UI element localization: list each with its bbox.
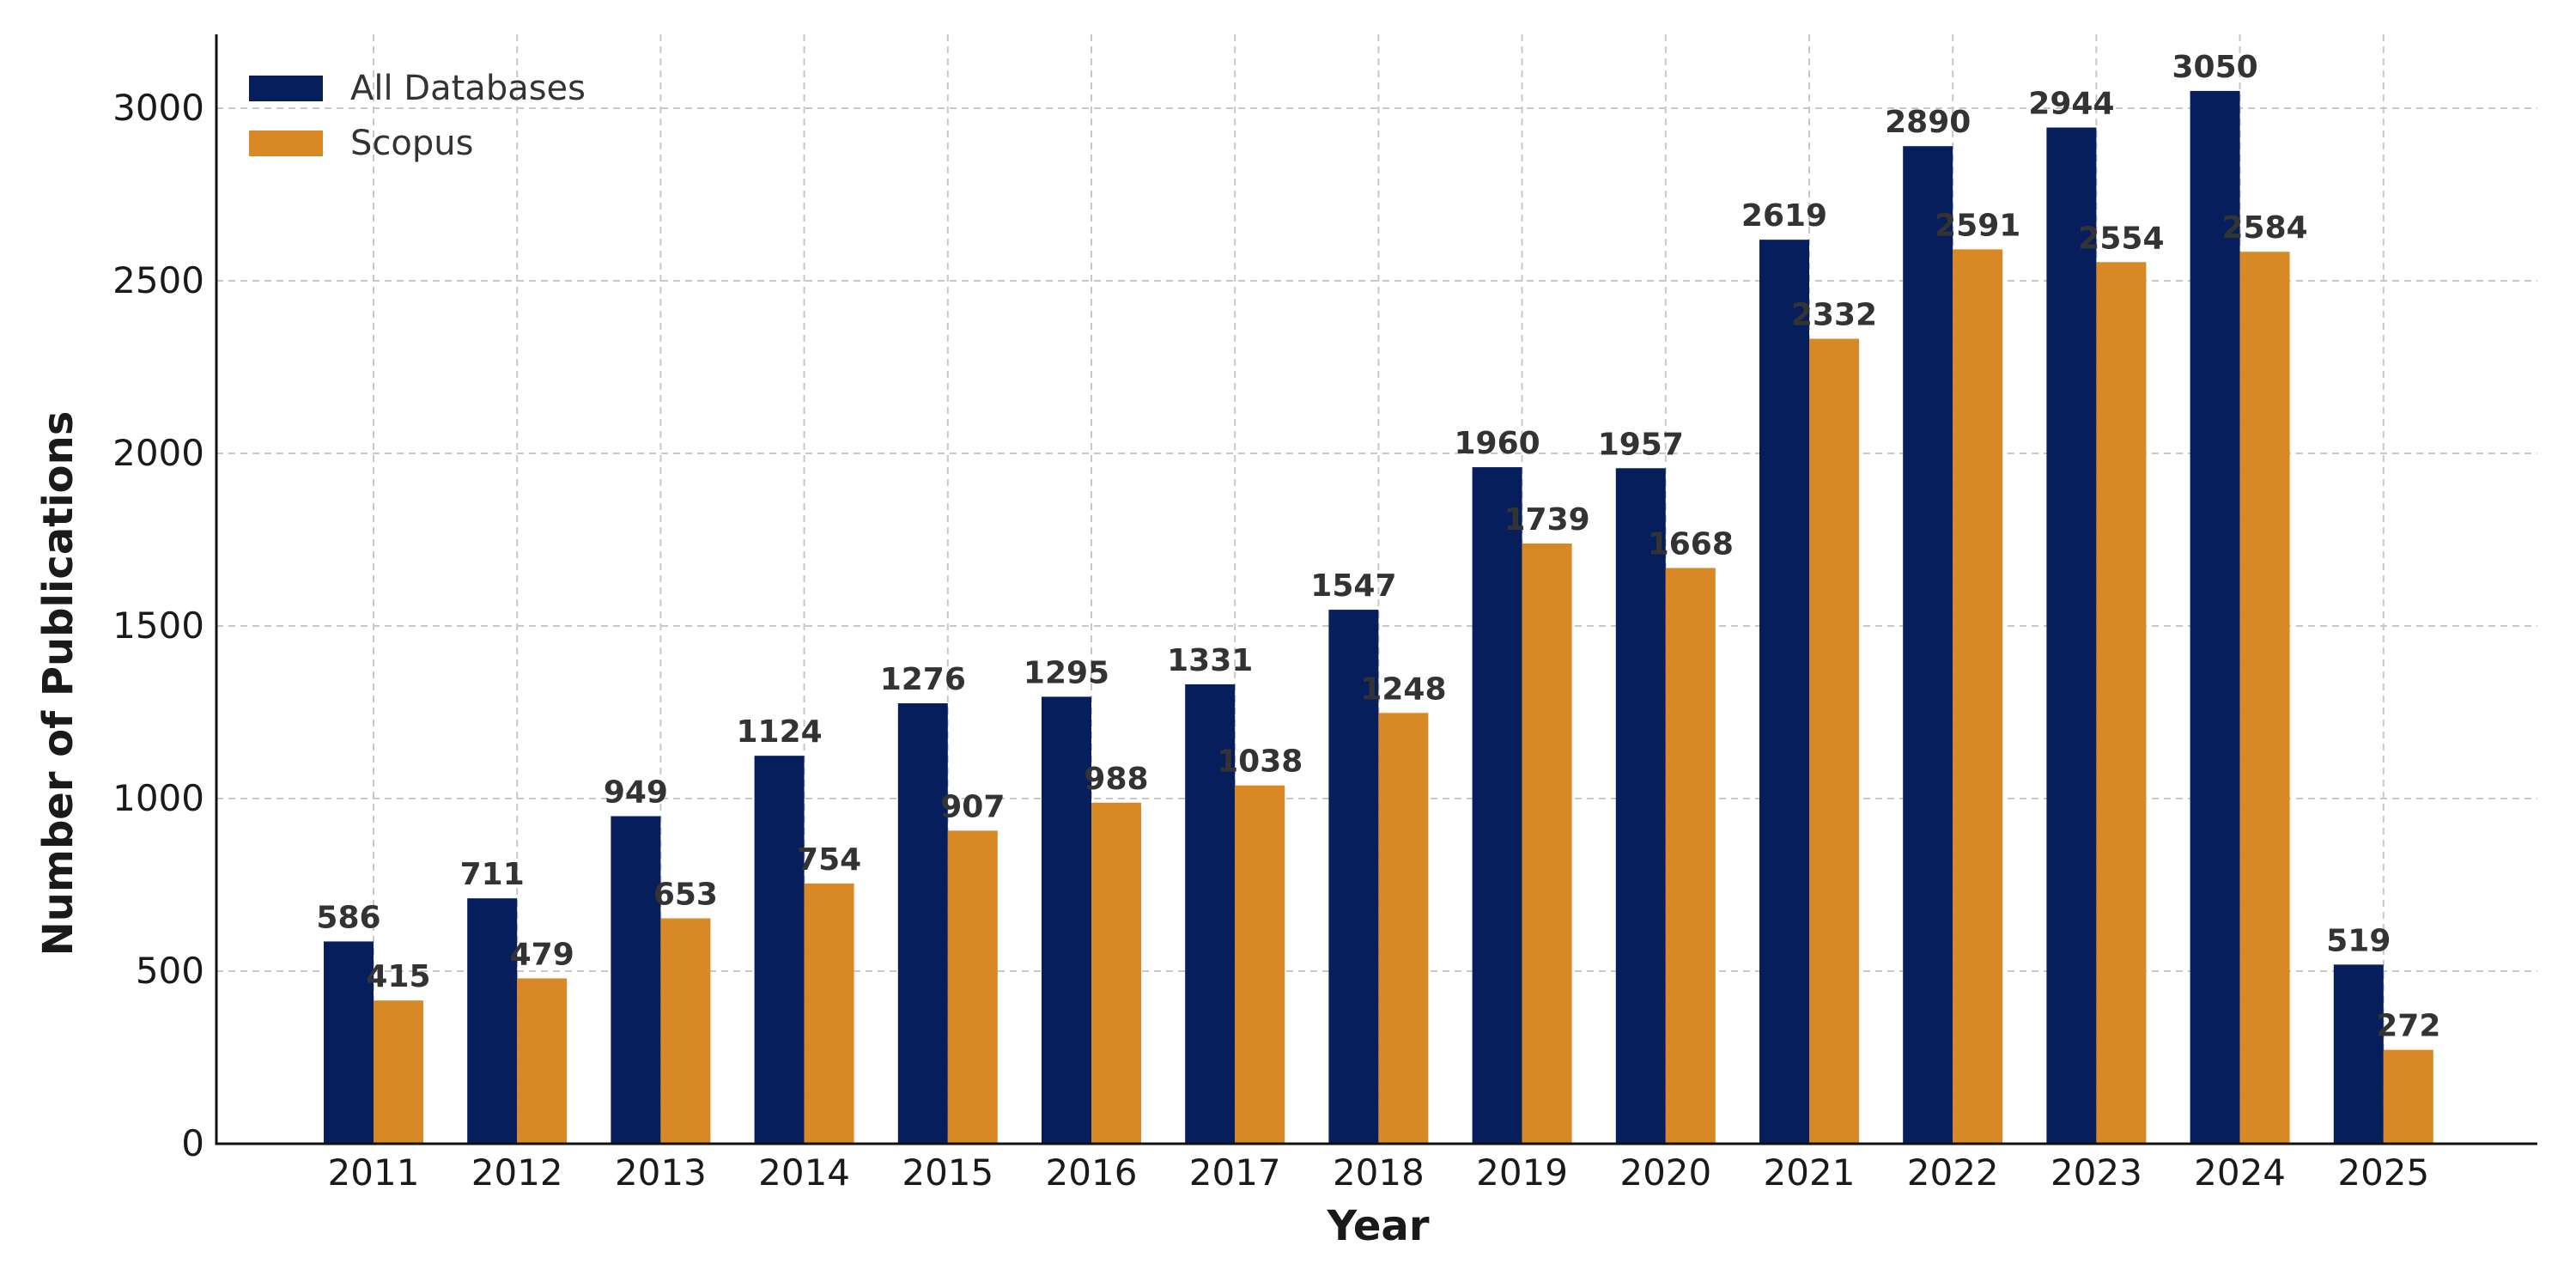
y-tick-label: 500 [136,950,204,992]
bar-label-scopus: 2584 [2221,210,2307,246]
bar-value-labels: 586 711 949 1124 1276 1295 1331 1547 1960 1957 261… [316,50,2440,1044]
bar-label-all-databases: 586 [316,900,380,935]
x-tick-label: 2020 [1619,1151,1711,1194]
bar-label-scopus: 1739 [1504,502,1589,538]
bar-all-databases [1185,683,1236,1144]
bar-scopus [1953,249,2003,1145]
bar-all-databases [1615,468,1666,1144]
bar-label-scopus: 907 [940,789,1005,824]
bar-all-databases [611,816,661,1144]
bar-all-databases [2046,127,2097,1145]
x-tick-label: 2025 [2337,1151,2429,1194]
bar-label-all-databases: 1547 [1310,568,1396,604]
bar-label-all-databases: 2890 [1885,105,1971,140]
x-tick-label: 2017 [1189,1151,1281,1194]
bar-label-scopus: 754 [797,842,861,878]
bar-label-all-databases: 3050 [2172,50,2257,85]
bar-all-databases [1328,610,1379,1144]
bar-label-all-databases: 1276 [880,662,966,697]
bar-all-databases [754,756,805,1144]
bar-scopus [517,978,568,1144]
tick-labels: 0 500 1000 1500 2000 2500 3000 2011 2012 2013 2014… [112,87,2429,1194]
bar-all-databases [1042,696,1091,1144]
bar-label-scopus: 653 [653,877,718,912]
bar-all-databases [467,898,518,1144]
x-tick-label: 2012 [471,1151,563,1194]
bar-label-all-databases: 1331 [1167,643,1253,678]
bar-label-all-databases: 711 [460,857,525,892]
y-tick-label: 2500 [112,259,204,301]
bar-scopus [1809,338,1859,1144]
x-tick-label: 2014 [758,1151,850,1194]
bar-label-scopus: 2332 [1791,298,1877,333]
x-tick-label: 2019 [1476,1151,1568,1194]
bar-all-databases [2190,90,2240,1144]
y-tick-label: 1000 [112,777,204,819]
axes [215,34,2537,1145]
bar-all-databases [1472,467,1522,1144]
bar-label-all-databases: 1295 [1024,655,1109,690]
bar-label-scopus: 415 [366,959,430,994]
bar-label-all-databases: 949 [604,775,668,811]
bar-scopus [2096,262,2147,1144]
y-axis-title: Number of Publications [34,411,82,957]
bar-scopus [2239,252,2290,1145]
bar-scopus [1091,802,1141,1144]
bar-label-scopus: 2591 [1935,208,2020,243]
legend-label-scopus: Scopus [350,124,473,163]
x-axis-title: Year [1327,1202,1430,1250]
bar-all-databases [2333,964,2384,1144]
bar-scopus [374,1000,423,1144]
x-tick-label: 2018 [1333,1151,1425,1194]
y-tick-label: 2000 [112,432,204,474]
bar-label-all-databases: 1124 [736,714,822,750]
bar-label-all-databases: 519 [2326,923,2391,958]
bar-scopus [804,883,854,1144]
bar-label-scopus: 1668 [1648,526,1734,562]
legend-label-all-databases: All Databases [350,69,586,108]
bars [324,90,2433,1145]
bar-scopus [1522,543,1572,1144]
bar-all-databases [1903,146,1953,1145]
bar-scopus [1665,568,1716,1144]
bar-scopus [1235,785,1285,1144]
bar-label-all-databases: 2619 [1741,198,1827,234]
x-tick-label: 2023 [2050,1151,2142,1194]
bar-label-all-databases: 1960 [1454,426,1540,461]
bar-label-scopus: 2554 [2078,221,2164,256]
bar-scopus [1378,713,1429,1144]
bar-label-scopus: 272 [2376,1009,2440,1044]
x-tick-label: 2015 [902,1151,993,1194]
legend-swatch-scopus [249,131,323,156]
x-tick-label: 2016 [1046,1151,1138,1194]
bar-all-databases [324,941,374,1144]
bar-label-scopus: 1248 [1360,671,1446,707]
legend-swatch-all-databases [249,76,323,101]
y-tick-label: 1500 [112,605,204,647]
bar-scopus [947,830,998,1144]
bar-scopus [2383,1049,2433,1144]
bar-scopus [660,918,711,1144]
legend: All Databases Scopus [249,69,586,163]
bar-label-scopus: 988 [1084,762,1148,797]
bar-label-all-databases: 1957 [1598,427,1684,462]
bar-label-all-databases: 2944 [2028,87,2114,122]
bar-all-databases [897,703,948,1144]
x-tick-label: 2011 [328,1151,420,1194]
x-tick-label: 2021 [1764,1151,1856,1194]
x-tick-label: 2022 [1907,1151,1999,1194]
bar-label-scopus: 1038 [1217,744,1303,780]
y-tick-label: 3000 [112,87,204,129]
bar-all-databases [1759,240,1809,1144]
x-tick-label: 2024 [2194,1151,2286,1194]
x-tick-label: 2013 [615,1151,707,1194]
bar-label-scopus: 479 [510,937,574,972]
y-tick-label: 0 [181,1122,204,1164]
